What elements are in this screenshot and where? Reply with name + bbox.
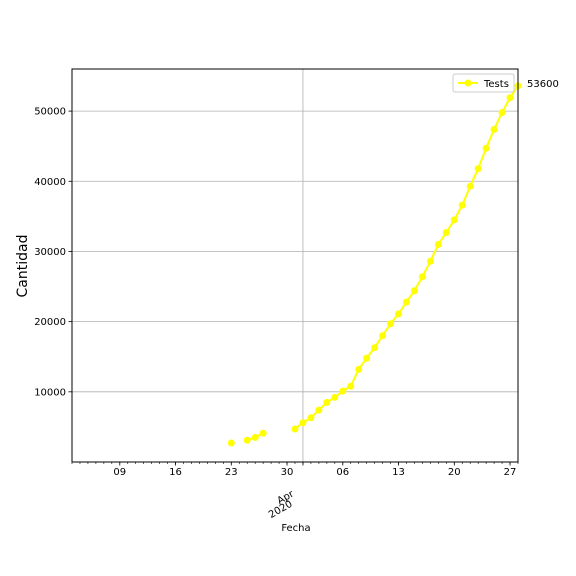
data-point: [474, 165, 482, 173]
legend: Tests: [452, 73, 515, 93]
data-point: [251, 433, 259, 441]
data-point: [339, 387, 347, 395]
data-point: [355, 365, 363, 373]
legend-box: [452, 73, 515, 93]
data-point: [482, 144, 490, 152]
x-tick-label: 23: [225, 467, 238, 478]
x-axis: 09 16 23 30 06 13 20 27: [71, 462, 519, 478]
x-tick-label: 27: [504, 467, 517, 478]
data-point: [387, 320, 395, 328]
data-point: [410, 287, 418, 295]
data-point: [315, 406, 323, 414]
x-axis-title: Fecha: [281, 523, 310, 534]
y-tick-label: 20000: [34, 317, 66, 328]
x-tick-label: 20: [448, 467, 461, 478]
data-point: [243, 436, 251, 444]
plot-background: [72, 69, 518, 462]
data-point: [466, 182, 474, 190]
data-point: [347, 382, 355, 390]
x-tick-label: 06: [336, 467, 349, 478]
x-tick-label: 09: [113, 467, 126, 478]
data-point: [291, 425, 299, 433]
legend-marker: [464, 79, 472, 87]
data-point: [307, 414, 315, 422]
y-axis-title: Cantidad: [15, 235, 31, 298]
x-tick-label: 13: [392, 467, 405, 478]
data-point: [442, 229, 450, 237]
data-point: [490, 125, 498, 133]
data-point: [331, 393, 339, 401]
x-tick-label: 16: [169, 467, 182, 478]
y-tick-label: 10000: [34, 387, 66, 398]
data-point: [506, 94, 514, 102]
y-tick-label: 30000: [34, 247, 66, 258]
data-point: [450, 216, 458, 224]
grid-lines: [72, 69, 518, 462]
data-point: [363, 354, 371, 362]
last-value-annotation: 53600: [527, 79, 559, 90]
data-point: [434, 240, 442, 248]
data-point: [426, 257, 434, 265]
data-point: [371, 344, 379, 352]
data-point: [259, 429, 267, 437]
legend-label: Tests: [483, 79, 509, 90]
data-point: [227, 439, 235, 447]
y-tick-label: 50000: [34, 107, 66, 118]
data-point: [395, 310, 403, 318]
y-tick-label: 40000: [34, 177, 66, 188]
x-tick-label: 30: [281, 467, 294, 478]
data-point: [498, 109, 506, 117]
data-point: [323, 398, 331, 406]
data-point: [403, 298, 410, 306]
data-point: [299, 419, 307, 427]
data-point: [418, 273, 426, 281]
y-axis: 10000 20000 30000 40000 50000: [34, 107, 72, 398]
series-layer: [227, 82, 522, 447]
data-point: [458, 201, 466, 209]
data-point: [379, 332, 387, 340]
